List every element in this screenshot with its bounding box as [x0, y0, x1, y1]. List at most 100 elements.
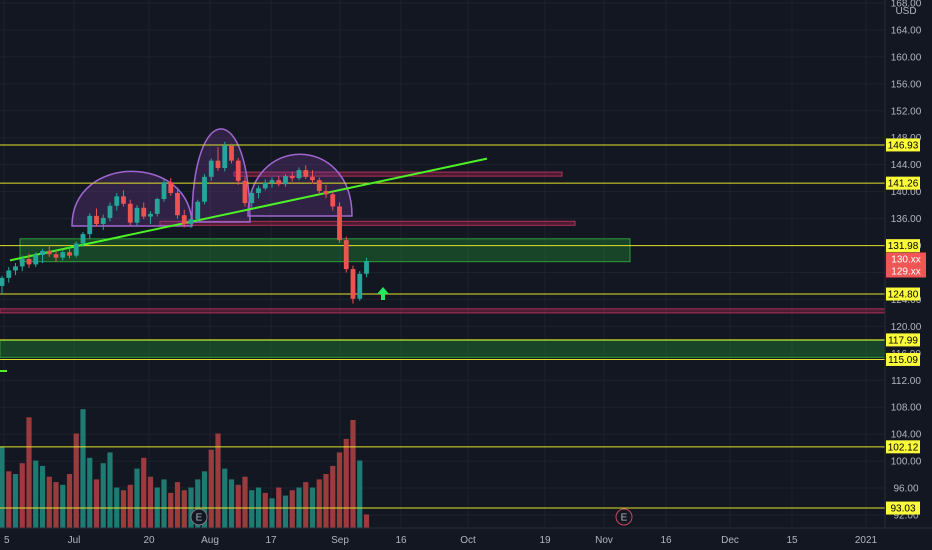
current-price-tag-label: 129.xx	[891, 267, 920, 278]
red-zone[interactable]	[233, 171, 563, 177]
volume-bar	[323, 474, 329, 528]
candle-body	[276, 180, 282, 185]
candle-body	[141, 207, 147, 217]
candle-body	[188, 219, 194, 224]
level-tag	[886, 176, 920, 190]
candle-body	[154, 199, 160, 214]
volume-bar	[0, 447, 5, 528]
candle-body	[350, 269, 356, 299]
price-tick-label: 104.00	[891, 430, 922, 441]
volume-bar	[222, 468, 228, 528]
candle-body	[181, 215, 187, 224]
volume-bar	[39, 465, 46, 528]
volume-bar	[168, 492, 174, 528]
candle-body	[53, 254, 59, 258]
price-tick-label: 164.00	[891, 25, 922, 36]
candle-body	[262, 182, 268, 189]
candle-body	[6, 270, 12, 278]
candle-body	[168, 182, 174, 193]
event-marker-icon[interactable]	[615, 508, 633, 526]
volume-bar	[289, 490, 295, 528]
time-tick-label: Oct	[460, 535, 476, 546]
level-tags: 146.93 141.26 131.98 124.80 117.99 115.09 102.…	[886, 138, 920, 515]
level-tag-label: 146.93	[888, 140, 919, 151]
event-marker-label: E	[196, 513, 203, 524]
price-tick-label: 160.00	[891, 52, 922, 63]
candle-body	[100, 217, 106, 224]
volume-bar	[316, 479, 322, 528]
candle-body	[175, 192, 180, 216]
price-tick-label: 144.00	[891, 160, 922, 171]
volume-bar	[100, 463, 106, 528]
level-tag	[886, 333, 920, 347]
volume-bar	[26, 417, 32, 528]
level-tag	[886, 501, 920, 515]
price-tick-label: 156.00	[891, 79, 922, 90]
volume-bar	[357, 460, 363, 528]
time-axis[interactable]: 5 Jul 20 Aug 17 Sep 16 Oct 19 Nov 16 Dec 15 2021	[4, 535, 878, 546]
price-axis[interactable]: 168.00164.00160.00156.00152.00148.00144.…	[891, 0, 922, 522]
volume-bar	[73, 433, 79, 528]
volume-bar	[195, 479, 201, 528]
price-tick-label: 100.00	[891, 457, 922, 468]
up-arrow-icon	[377, 287, 389, 300]
candle-body	[94, 215, 99, 224]
candle-body	[242, 180, 248, 204]
candle-body	[148, 213, 153, 217]
current-price-tag	[886, 264, 926, 278]
event-marker-icon[interactable]	[190, 508, 208, 526]
price-tick-label: 108.00	[891, 403, 922, 414]
volume-bar	[174, 482, 181, 528]
candle-body	[73, 243, 79, 256]
candle-body	[283, 176, 288, 185]
time-tick-label: 20	[143, 535, 155, 546]
trendline-layer[interactable]	[0, 157, 488, 372]
time-axis-panel[interactable]	[0, 528, 932, 550]
candle-body	[13, 266, 18, 271]
time-tick-label: Aug	[201, 535, 219, 546]
volume-bar	[141, 457, 147, 528]
price-tick-label: 136.00	[891, 214, 922, 225]
candle-body	[215, 160, 221, 169]
volume-bar	[93, 479, 100, 528]
time-tick-label: 16	[660, 535, 672, 546]
volume-bar	[127, 484, 133, 528]
volume-bar	[242, 476, 248, 528]
candle-body	[229, 145, 234, 161]
candle-body	[33, 254, 39, 265]
candle-body	[208, 160, 214, 177]
red-zone[interactable]	[159, 220, 576, 226]
candle-body	[114, 196, 120, 206]
level-tag-label: 141.26	[888, 179, 919, 190]
candle-body	[40, 250, 45, 255]
volume-bar	[228, 479, 235, 528]
candle-body	[60, 252, 66, 258]
price-tick-label: 92.00	[893, 511, 918, 522]
price-tick-label: 140.00	[891, 187, 922, 198]
level-tag	[886, 138, 920, 152]
candle-body	[161, 182, 167, 200]
candle-body	[310, 176, 315, 181]
candle-body	[67, 252, 72, 256]
candle-body	[127, 203, 133, 223]
candle-body	[269, 180, 275, 183]
pattern-arc[interactable]	[247, 153, 353, 217]
volume-bar	[12, 474, 19, 528]
green-zone[interactable]	[19, 238, 631, 263]
price-tick-label: 112.00	[891, 376, 921, 387]
candle-body	[303, 170, 309, 177]
volume-bar	[53, 482, 59, 528]
candle-body	[107, 205, 113, 218]
trendline[interactable]	[9, 157, 488, 262]
green-zone[interactable]	[0, 340, 886, 358]
volume-bar	[350, 420, 356, 528]
candle-body	[195, 201, 201, 220]
time-tick-label: 5	[4, 535, 10, 546]
red-zone[interactable]	[0, 308, 886, 314]
event-marker-label: E	[621, 513, 628, 524]
horizontal-levels[interactable]	[0, 144, 885, 509]
volume-bar	[343, 438, 349, 528]
